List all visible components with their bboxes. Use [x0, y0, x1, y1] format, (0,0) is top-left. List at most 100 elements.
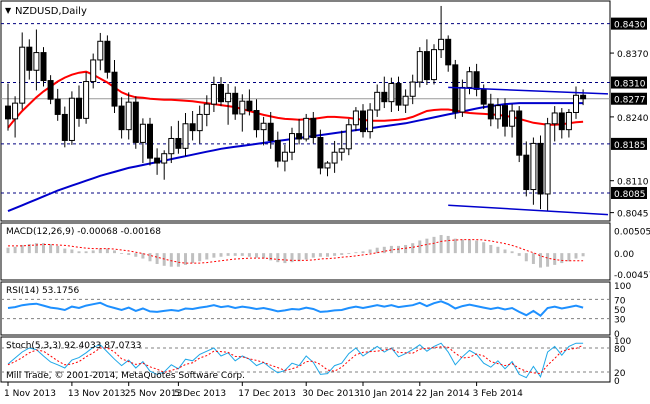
macd-histogram-bar — [404, 244, 408, 254]
candle — [338, 130, 345, 161]
trendline[interactable] — [448, 204, 609, 216]
candle — [83, 72, 90, 124]
macd-histogram-bar — [460, 239, 464, 254]
moving-average-fast — [7, 70, 584, 129]
rsi-axis-label: 100 — [614, 282, 631, 292]
price-level-label: 0.8310 — [614, 80, 646, 90]
candle — [161, 150, 168, 180]
candle — [544, 117, 551, 212]
price-level-label-bg — [611, 76, 647, 89]
macd-histogram-bar — [262, 253, 266, 259]
candle — [154, 148, 161, 175]
macd-histogram-bar — [581, 253, 585, 257]
candle — [132, 96, 139, 149]
macd-histogram-bar — [297, 253, 301, 262]
time-axis-label: 30 Dec 2013 — [302, 389, 360, 399]
candle-body-bull — [565, 111, 572, 131]
macd-histogram-bar — [318, 253, 322, 257]
candle-body-bull — [509, 110, 516, 127]
candle — [360, 104, 366, 138]
candle — [551, 106, 558, 142]
stoch-axis-label: 20 — [614, 369, 626, 379]
macd-histogram-bar — [524, 253, 528, 262]
candle — [26, 39, 33, 80]
candle — [97, 32, 104, 71]
candle-body-bear — [118, 105, 125, 131]
candle-body-bear — [296, 133, 303, 140]
time-axis-label: 17 Dec 2013 — [238, 389, 295, 399]
candle — [76, 85, 82, 127]
candle-body-bear — [154, 157, 161, 164]
candle-body-bear — [381, 91, 388, 103]
macd-histogram-bar — [63, 248, 67, 254]
candle-body-bear — [253, 110, 260, 131]
stoch-signal-line — [7, 344, 584, 375]
candle — [537, 135, 544, 210]
candle — [147, 117, 153, 166]
candle — [253, 99, 260, 138]
time-axis-label: 10 Jan 2014 — [359, 389, 413, 399]
candle-body-bull — [12, 102, 19, 120]
candle-body-bear — [111, 71, 118, 107]
macd-histogram-bar — [269, 253, 273, 261]
rsi-label: RSI(14) 53.1756 — [6, 286, 79, 296]
candle-body-bear — [47, 80, 54, 100]
candle-body-bull — [544, 123, 551, 195]
menu-triangle-icon[interactable]: ▼ — [5, 6, 12, 15]
macd-histogram-bar — [42, 243, 45, 254]
macd-histogram-bar — [432, 236, 436, 254]
candle-body-bull — [331, 151, 338, 164]
candlestick-series — [5, 5, 587, 212]
candle-body-bear — [487, 103, 494, 120]
candle — [246, 89, 253, 116]
candle — [125, 92, 132, 140]
price-axis-tick-label: 0.8045 — [617, 210, 649, 220]
candle — [324, 161, 331, 177]
price-level-label-bg — [611, 137, 647, 150]
candle — [452, 59, 459, 119]
macd-histogram-bar — [531, 253, 535, 264]
macd-histogram-bar — [354, 252, 358, 254]
candle — [281, 144, 288, 172]
candle — [61, 106, 68, 148]
macd-histogram-bar — [27, 244, 31, 254]
macd-histogram-bar — [255, 253, 258, 258]
candle-body-bear — [40, 52, 47, 82]
candle-body-bear — [395, 83, 402, 106]
price-level-label: 0.8430 — [614, 21, 646, 31]
macd-histogram-bar — [98, 248, 102, 254]
macd-histogram-bar — [148, 253, 152, 262]
time-axis-label: 1 Nov 2013 — [4, 389, 56, 399]
candle-body-bull — [551, 112, 558, 125]
macd-histogram-bar — [439, 235, 443, 254]
candle — [182, 112, 189, 157]
price-panel: 0.8430 0.8310 0.8185 0.8085 0.8370 0.8240 0.81… — [0, 0, 649, 222]
candle-body-bull — [281, 151, 288, 162]
time-axis-label: 3 Feb 2014 — [473, 389, 524, 399]
candle-body-bull — [83, 81, 90, 119]
stoch-axis-label: 0 — [614, 377, 620, 387]
macd-histogram-bar — [155, 253, 159, 264]
chart-title: ▼ NZDUSD,Daily — [5, 6, 87, 17]
candle-body-bull — [161, 153, 168, 164]
candle — [395, 76, 402, 111]
candle — [438, 5, 445, 58]
candle — [310, 111, 317, 144]
candle — [289, 127, 295, 161]
candle-body-bull — [374, 91, 381, 111]
candle-body-bull — [182, 123, 189, 149]
candle — [118, 97, 125, 139]
candle — [12, 96, 19, 138]
trendline[interactable] — [448, 86, 609, 95]
candle-body-bear — [580, 94, 587, 100]
macd-panel: 0.00505 0.00 -0.00457 MACD(12,26,9) -0.000… — [0, 222, 650, 281]
candle-body-bull — [168, 137, 175, 155]
macd-histogram-bar — [389, 245, 393, 254]
candle — [189, 111, 196, 141]
candle-body-bull — [416, 51, 423, 83]
candle-body-bull — [203, 103, 210, 115]
symbol-title: NZDUSD,Daily — [15, 6, 87, 17]
